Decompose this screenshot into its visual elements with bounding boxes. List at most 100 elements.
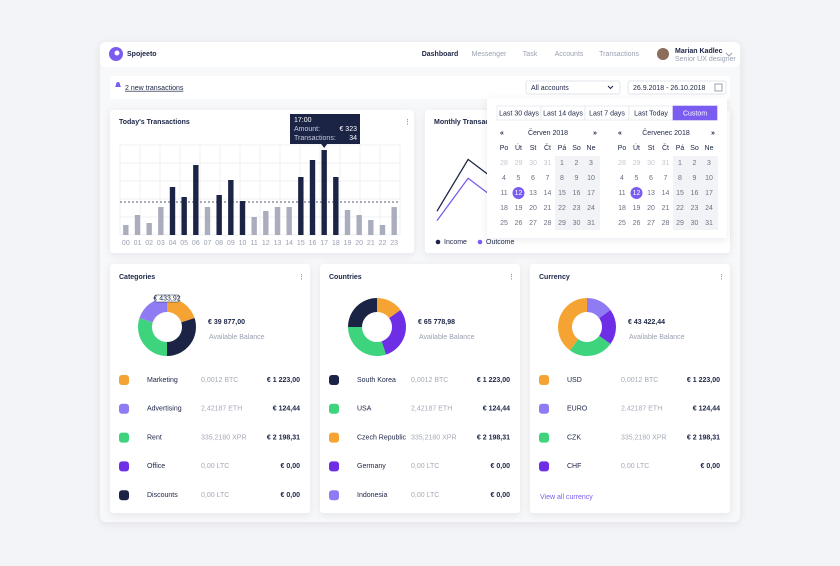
preset-button[interactable] <box>672 105 718 121</box>
day[interactable]: 28 <box>544 220 552 227</box>
day[interactable]: 20 <box>647 205 655 212</box>
day[interactable]: 17 <box>587 190 595 197</box>
day[interactable]: 11 <box>618 190 625 197</box>
day[interactable]: 9 <box>693 175 697 182</box>
day[interactable]: 5 <box>517 175 521 182</box>
day[interactable]: 22 <box>558 205 566 212</box>
x-tick-label: 19 <box>344 240 352 247</box>
day[interactable]: 23 <box>691 205 699 212</box>
account-select[interactable] <box>525 80 621 95</box>
day[interactable]: 27 <box>529 220 537 227</box>
day[interactable]: 7 <box>546 175 550 182</box>
day[interactable]: 2 <box>575 160 579 167</box>
day[interactable]: 29 <box>558 220 566 227</box>
date-input[interactable] <box>627 80 727 95</box>
view-all-link[interactable]: View all currency <box>540 494 593 501</box>
day[interactable]: 13 <box>647 190 655 197</box>
day[interactable]: 4 <box>502 175 506 182</box>
prev-month[interactable]: « <box>618 130 622 137</box>
day[interactable]: 1 <box>678 160 682 167</box>
day[interactable]: 9 <box>575 175 579 182</box>
day[interactable]: 24 <box>705 205 713 212</box>
day[interactable]: 15 <box>676 190 684 197</box>
user-chevron[interactable] <box>725 52 733 57</box>
day[interactable]: 3 <box>589 160 593 167</box>
day[interactable]: 5 <box>635 175 639 182</box>
day[interactable]: 25 <box>500 220 508 227</box>
day[interactable]: 23 <box>573 205 581 212</box>
day[interactable]: 29 <box>515 160 523 167</box>
next-month[interactable]: » <box>593 130 597 137</box>
day[interactable]: 10 <box>587 175 595 182</box>
day[interactable]: 16 <box>691 190 699 197</box>
day[interactable]: 28 <box>662 220 670 227</box>
day[interactable]: 31 <box>705 220 713 227</box>
prev-month[interactable]: « <box>500 130 504 137</box>
x-tick-label: 21 <box>367 240 375 247</box>
day[interactable]: 31 <box>587 220 595 227</box>
day[interactable]: 21 <box>544 205 552 212</box>
day[interactable]: 18 <box>500 205 508 212</box>
day[interactable]: 30 <box>529 160 537 167</box>
day[interactable]: 11 <box>500 190 507 197</box>
bell-icon <box>115 82 121 87</box>
day[interactable]: 18 <box>618 205 626 212</box>
day[interactable]: 7 <box>664 175 668 182</box>
day[interactable]: 28 <box>500 160 508 167</box>
day[interactable]: 3 <box>707 160 711 167</box>
day[interactable]: 6 <box>531 175 535 182</box>
day[interactable]: 4 <box>620 175 624 182</box>
day[interactable]: 25 <box>618 220 626 227</box>
day[interactable]: 19 <box>633 205 641 212</box>
day[interactable]: 30 <box>647 160 655 167</box>
weekday: Pá <box>676 145 685 152</box>
day[interactable]: 1 <box>560 160 564 167</box>
nav-tab[interactable]: Transactions <box>599 51 639 58</box>
row-icon <box>329 490 339 501</box>
day[interactable]: 6 <box>649 175 653 182</box>
x-tick-label: 15 <box>297 240 305 247</box>
bar <box>333 177 339 235</box>
day[interactable]: 30 <box>691 220 699 227</box>
day[interactable]: 24 <box>587 205 595 212</box>
day[interactable]: 12 <box>633 190 641 197</box>
card-menu[interactable]: ⋮ <box>718 273 725 281</box>
card-menu[interactable]: ⋮ <box>508 273 515 281</box>
next-month[interactable]: » <box>711 130 715 137</box>
nav-tab[interactable]: Task <box>523 51 538 58</box>
day[interactable]: 16 <box>573 190 581 197</box>
day[interactable]: 8 <box>678 175 682 182</box>
day[interactable]: 21 <box>662 205 670 212</box>
day[interactable]: 2 <box>693 160 697 167</box>
day[interactable]: 14 <box>544 190 552 197</box>
day[interactable]: 27 <box>647 220 655 227</box>
bar <box>134 215 141 235</box>
bar <box>344 210 351 235</box>
day[interactable]: 31 <box>544 160 552 167</box>
row-icon <box>539 432 549 443</box>
day[interactable]: 19 <box>515 205 523 212</box>
day[interactable]: 13 <box>529 190 537 197</box>
day[interactable]: 8 <box>560 175 564 182</box>
day[interactable]: 30 <box>573 220 581 227</box>
day[interactable]: 15 <box>558 190 566 197</box>
day[interactable]: 28 <box>618 160 626 167</box>
day[interactable]: 26 <box>633 220 641 227</box>
bar <box>228 180 234 235</box>
card-menu[interactable]: ⋮ <box>404 118 411 126</box>
day[interactable]: 12 <box>515 190 523 197</box>
notice-link[interactable]: 2 new transactions <box>125 85 184 92</box>
nav-tab[interactable]: Messenger <box>472 51 507 58</box>
nav-tab[interactable]: Dashboard <box>422 51 459 58</box>
day[interactable]: 10 <box>705 175 713 182</box>
day[interactable]: 29 <box>676 220 684 227</box>
day[interactable]: 14 <box>662 190 670 197</box>
day[interactable]: 29 <box>633 160 641 167</box>
day[interactable]: 26 <box>515 220 523 227</box>
nav-tab[interactable]: Accounts <box>555 51 584 58</box>
day[interactable]: 31 <box>662 160 670 167</box>
day[interactable]: 20 <box>529 205 537 212</box>
day[interactable]: 22 <box>676 205 684 212</box>
day[interactable]: 17 <box>705 190 713 197</box>
card-menu[interactable]: ⋮ <box>298 273 305 281</box>
